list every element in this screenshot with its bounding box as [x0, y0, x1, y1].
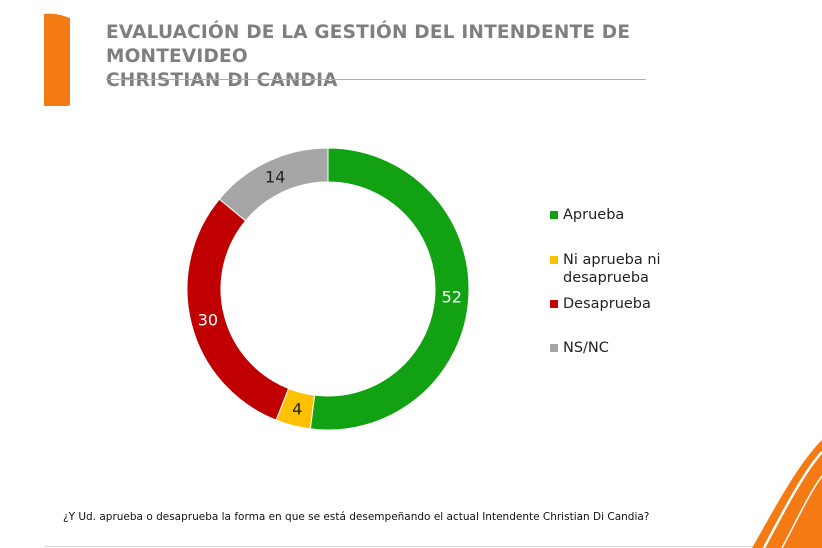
legend-item-ns-nc: NS/NC: [550, 339, 609, 357]
title-underline: [106, 79, 646, 80]
legend-swatch-ni-aprueba-ni-desaprueba: [550, 256, 558, 264]
data-label-desaprueba: 30: [198, 310, 218, 329]
legend-label-ns-nc: NS/NC: [563, 340, 609, 356]
legend-label-aprueba: Aprueba: [563, 207, 625, 223]
legend-label-line-2: desaprueba: [563, 270, 649, 286]
legend-item-ni-aprueba-ni-desaprueba: Ni aprueba ni desaprueba: [550, 251, 661, 287]
slice-ns-nc: [218, 147, 329, 222]
orange-swoosh-decoration: [752, 440, 822, 548]
legend-swatch-aprueba: [550, 211, 558, 219]
data-label-ns-nc: 14: [265, 167, 285, 186]
legend-item-aprueba: Aprueba: [550, 206, 624, 224]
legend-swatch-desaprueba: [550, 300, 558, 308]
legend-label-desaprueba: Desaprueba: [563, 296, 651, 312]
footer-divider: [44, 546, 774, 547]
legend-label-ni-aprueba-ni-desaprueba: Ni aprueba ni desaprueba: [563, 251, 661, 287]
legend-label-line-1: Ni aprueba ni: [563, 252, 661, 268]
page-title: EVALUACIÓN DE LA GESTIÓN DEL INTENDENTE …: [106, 21, 726, 93]
title-line-2: CHRISTIAN DI CANDIA: [106, 70, 338, 91]
title-line-1: EVALUACIÓN DE LA GESTIÓN DEL INTENDENTE …: [106, 22, 631, 67]
survey-question: ¿Y Ud. aprueba o desaprueba la forma en …: [63, 511, 650, 523]
orange-corner-decoration: [44, 13, 70, 106]
legend-swatch-ns-nc: [550, 344, 558, 352]
data-label-ni-aprueba-ni-desaprueba: 4: [292, 400, 302, 419]
slice-aprueba: [309, 147, 470, 431]
data-label-aprueba: 52: [442, 287, 462, 306]
donut-chart: 52 4 30 14: [186, 147, 470, 431]
legend-item-desaprueba: Desaprueba: [550, 295, 651, 313]
